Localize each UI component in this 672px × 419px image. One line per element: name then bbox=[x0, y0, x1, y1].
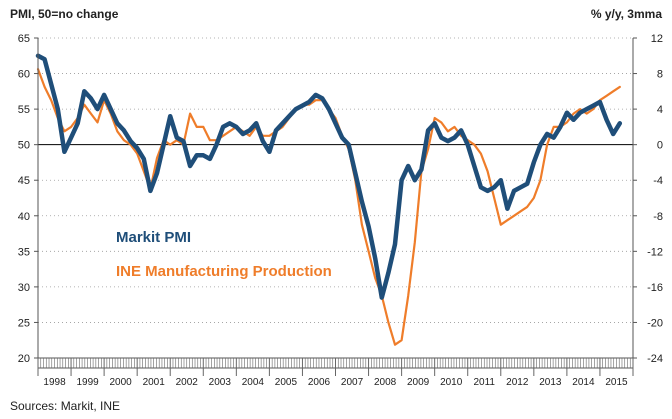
right-tick-label: -12 bbox=[647, 246, 663, 258]
x-tick-label: 2008 bbox=[374, 377, 397, 388]
right-axis-ticks: -24 -20 -16 -12 -8 -4 0 4 8 12 bbox=[633, 33, 663, 365]
x-tick-label: 2010 bbox=[440, 377, 463, 388]
left-tick-label: 30 bbox=[18, 282, 30, 294]
left-tick-label: 25 bbox=[18, 317, 30, 329]
annotation-ine: INE Manufacturing Production bbox=[116, 263, 332, 280]
left-tick-label: 65 bbox=[18, 33, 30, 45]
annotation-pmi: Markit PMI bbox=[116, 229, 191, 246]
right-tick-label: -24 bbox=[647, 353, 663, 365]
x-axis: 1998 1999 2000 2001 2002 2003 2004 2005 2006 2007… bbox=[37, 357, 634, 388]
x-tick-label: 2011 bbox=[473, 377, 495, 388]
x-tick-label: 2003 bbox=[209, 377, 232, 388]
right-tick-label: -20 bbox=[647, 317, 663, 329]
x-tick-label: 2014 bbox=[572, 377, 595, 388]
axes bbox=[37, 38, 634, 358]
right-tick-label: 12 bbox=[651, 33, 663, 45]
x-tick-label: 2013 bbox=[539, 377, 562, 388]
x-tick-label: 2012 bbox=[506, 377, 529, 388]
right-tick-label: 0 bbox=[657, 140, 663, 152]
left-axis-label: PMI, 50=no change bbox=[10, 7, 119, 21]
x-tick-label: 2000 bbox=[110, 377, 133, 388]
right-axis-label: % y/y, 3mma bbox=[591, 7, 662, 21]
x-tick-label: 2005 bbox=[275, 377, 298, 388]
series-lines bbox=[35, 53, 623, 346]
left-tick-label: 35 bbox=[18, 246, 30, 258]
left-tick-label: 50 bbox=[18, 140, 30, 152]
source-note: Sources: Markit, INE bbox=[10, 399, 120, 413]
left-tick-label: 40 bbox=[18, 211, 30, 223]
left-tick-label: 45 bbox=[18, 175, 30, 187]
x-tick-label: 2009 bbox=[407, 377, 430, 388]
x-tick-label: 2004 bbox=[242, 377, 265, 388]
left-tick-label: 20 bbox=[18, 353, 30, 365]
x-tick-label: 2002 bbox=[176, 377, 199, 388]
x-tick-label: 2015 bbox=[605, 377, 628, 388]
right-tick-label: 4 bbox=[657, 104, 663, 116]
left-tick-label: 55 bbox=[18, 104, 30, 116]
right-tick-label: -16 bbox=[647, 282, 663, 294]
x-tick-label: 2007 bbox=[341, 377, 364, 388]
x-tick-label: 1998 bbox=[43, 377, 66, 388]
gridlines bbox=[38, 37, 633, 359]
right-tick-label: -8 bbox=[653, 211, 663, 223]
left-tick-label: 60 bbox=[18, 69, 30, 81]
left-axis-ticks: 20 25 30 35 40 45 50 55 60 65 bbox=[18, 33, 38, 365]
x-tick-label: 2001 bbox=[143, 377, 166, 388]
series-line-pmi bbox=[35, 53, 623, 300]
x-tick-label: 2006 bbox=[308, 377, 331, 388]
right-tick-label: -4 bbox=[653, 175, 663, 187]
x-tick-label: 1999 bbox=[76, 377, 99, 388]
right-tick-label: 8 bbox=[657, 69, 663, 81]
